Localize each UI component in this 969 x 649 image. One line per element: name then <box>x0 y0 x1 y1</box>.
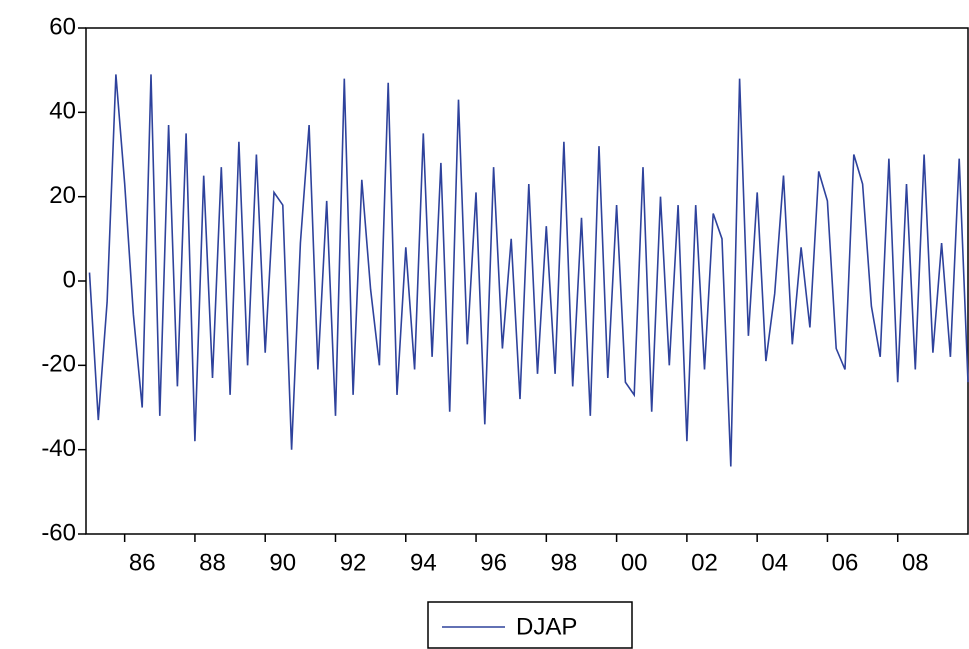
x-tick-label: 88 <box>199 549 226 576</box>
x-tick-label: 94 <box>410 549 437 576</box>
y-tick-label: 40 <box>49 98 76 125</box>
x-tick-label: 96 <box>480 549 507 576</box>
legend-label: DJAP <box>516 613 577 640</box>
x-tick-label: 08 <box>902 549 929 576</box>
plot-frame <box>85 27 969 535</box>
y-tick-label: -20 <box>41 351 76 378</box>
x-tick-label: 92 <box>340 549 367 576</box>
series-line <box>88 74 969 467</box>
x-tick-label: 04 <box>761 549 788 576</box>
y-tick-label: 20 <box>49 182 76 209</box>
x-tick-label: 98 <box>551 549 578 576</box>
y-tick-label: -40 <box>41 435 76 462</box>
legend-box <box>427 601 633 649</box>
x-tick-label: 86 <box>129 549 156 576</box>
x-tick-label: 00 <box>621 549 648 576</box>
x-tick-label: 02 <box>691 549 718 576</box>
legend: DJAP <box>427 601 633 649</box>
x-tick-label: 90 <box>269 549 296 576</box>
x-tick-label: 06 <box>832 549 859 576</box>
y-tick-label: -60 <box>41 519 76 546</box>
y-tick-label: 0 <box>63 266 76 293</box>
y-tick-label: 60 <box>49 13 76 40</box>
